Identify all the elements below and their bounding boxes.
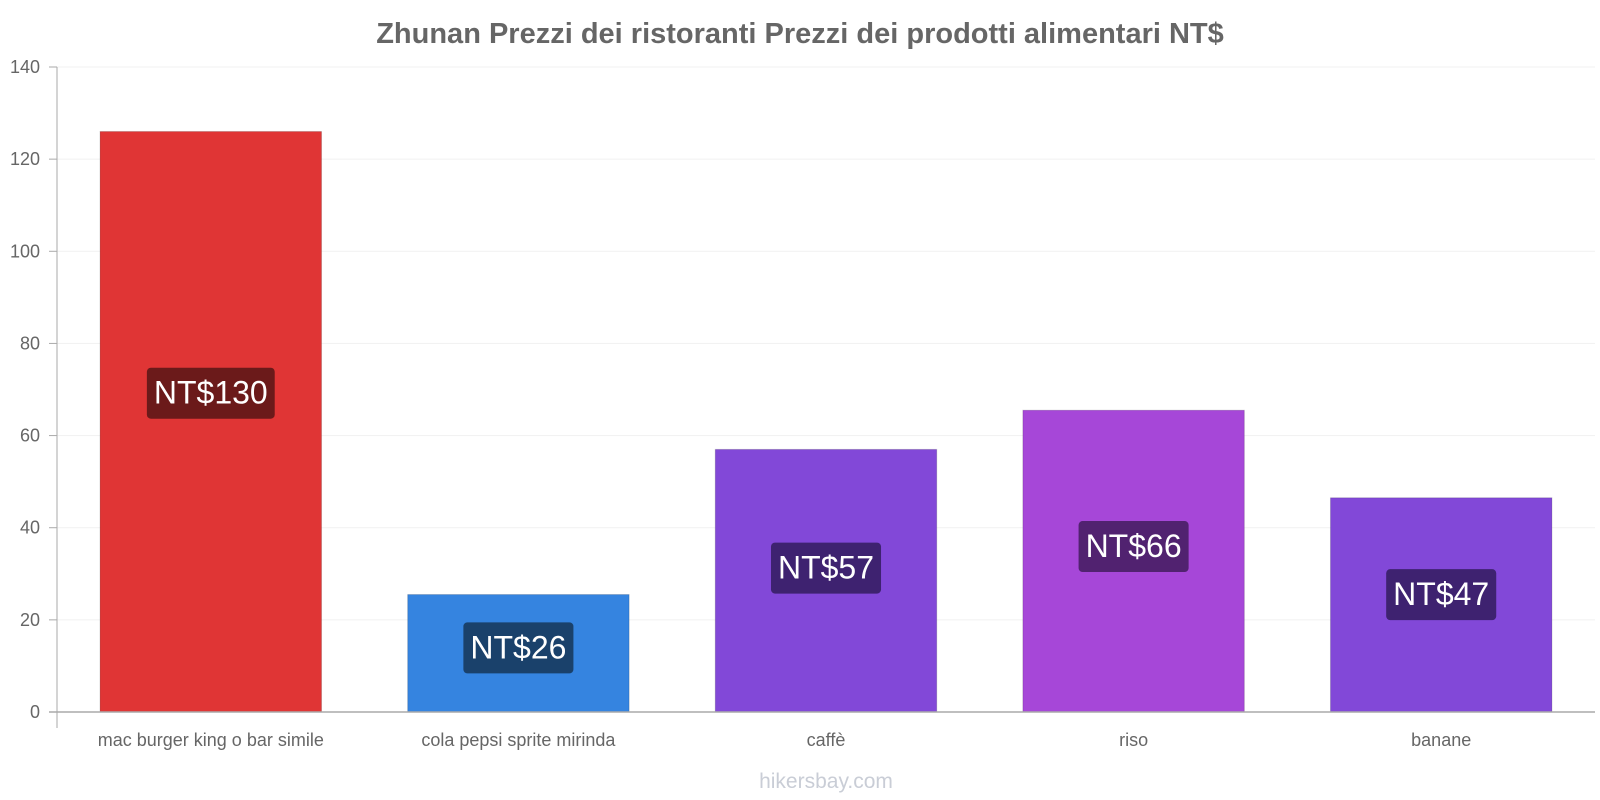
y-tick-label: 80 bbox=[20, 333, 40, 353]
data-label-bg bbox=[1386, 569, 1497, 621]
data-label-bg bbox=[146, 367, 275, 419]
y-tick-label: 20 bbox=[20, 610, 40, 630]
bars bbox=[99, 131, 1553, 713]
data-label: NT$47 bbox=[1386, 569, 1497, 621]
x-tick-label: mac burger king o bar simile bbox=[98, 730, 324, 750]
y-tick-label: 100 bbox=[10, 241, 40, 261]
bar bbox=[99, 131, 323, 713]
data-label-text: NT$66 bbox=[1086, 528, 1182, 564]
y-tick-label: 60 bbox=[20, 426, 40, 446]
data-label-text: NT$57 bbox=[778, 550, 874, 586]
chart-title: Zhunan Prezzi dei ristoranti Prezzi dei … bbox=[376, 18, 1224, 50]
data-label-bg bbox=[1078, 521, 1189, 573]
y-tick-label: 0 bbox=[30, 702, 40, 722]
data-label: NT$66 bbox=[1078, 521, 1189, 573]
data-label: NT$130 bbox=[146, 367, 275, 419]
data-label-bg bbox=[463, 622, 574, 674]
x-tick-label: cola pepsi sprite mirinda bbox=[421, 730, 616, 750]
y-tick-label: 40 bbox=[20, 518, 40, 538]
data-label-text: NT$130 bbox=[154, 375, 268, 411]
y-axis: 0 20 40 60 80 100 120 140 bbox=[10, 57, 58, 728]
y-tick-label: 120 bbox=[10, 149, 40, 169]
x-tick-label: banane bbox=[1411, 730, 1471, 750]
value-labels: NT$130 NT$26 NT$57 NT$66 NT$47 bbox=[146, 367, 1497, 674]
watermark: hikersbay.com bbox=[759, 770, 893, 793]
y-tick-label: 140 bbox=[10, 57, 40, 77]
data-label: NT$26 bbox=[463, 622, 574, 674]
data-label: NT$57 bbox=[770, 542, 882, 594]
data-label-text: NT$47 bbox=[1393, 576, 1489, 612]
data-label-text: NT$26 bbox=[470, 629, 566, 665]
x-axis: mac burger king o bar simile cola pepsi s… bbox=[49, 711, 1595, 750]
data-label-bg bbox=[770, 542, 882, 594]
x-tick-label: riso bbox=[1119, 730, 1148, 750]
x-tick-label: caffè bbox=[807, 730, 846, 750]
